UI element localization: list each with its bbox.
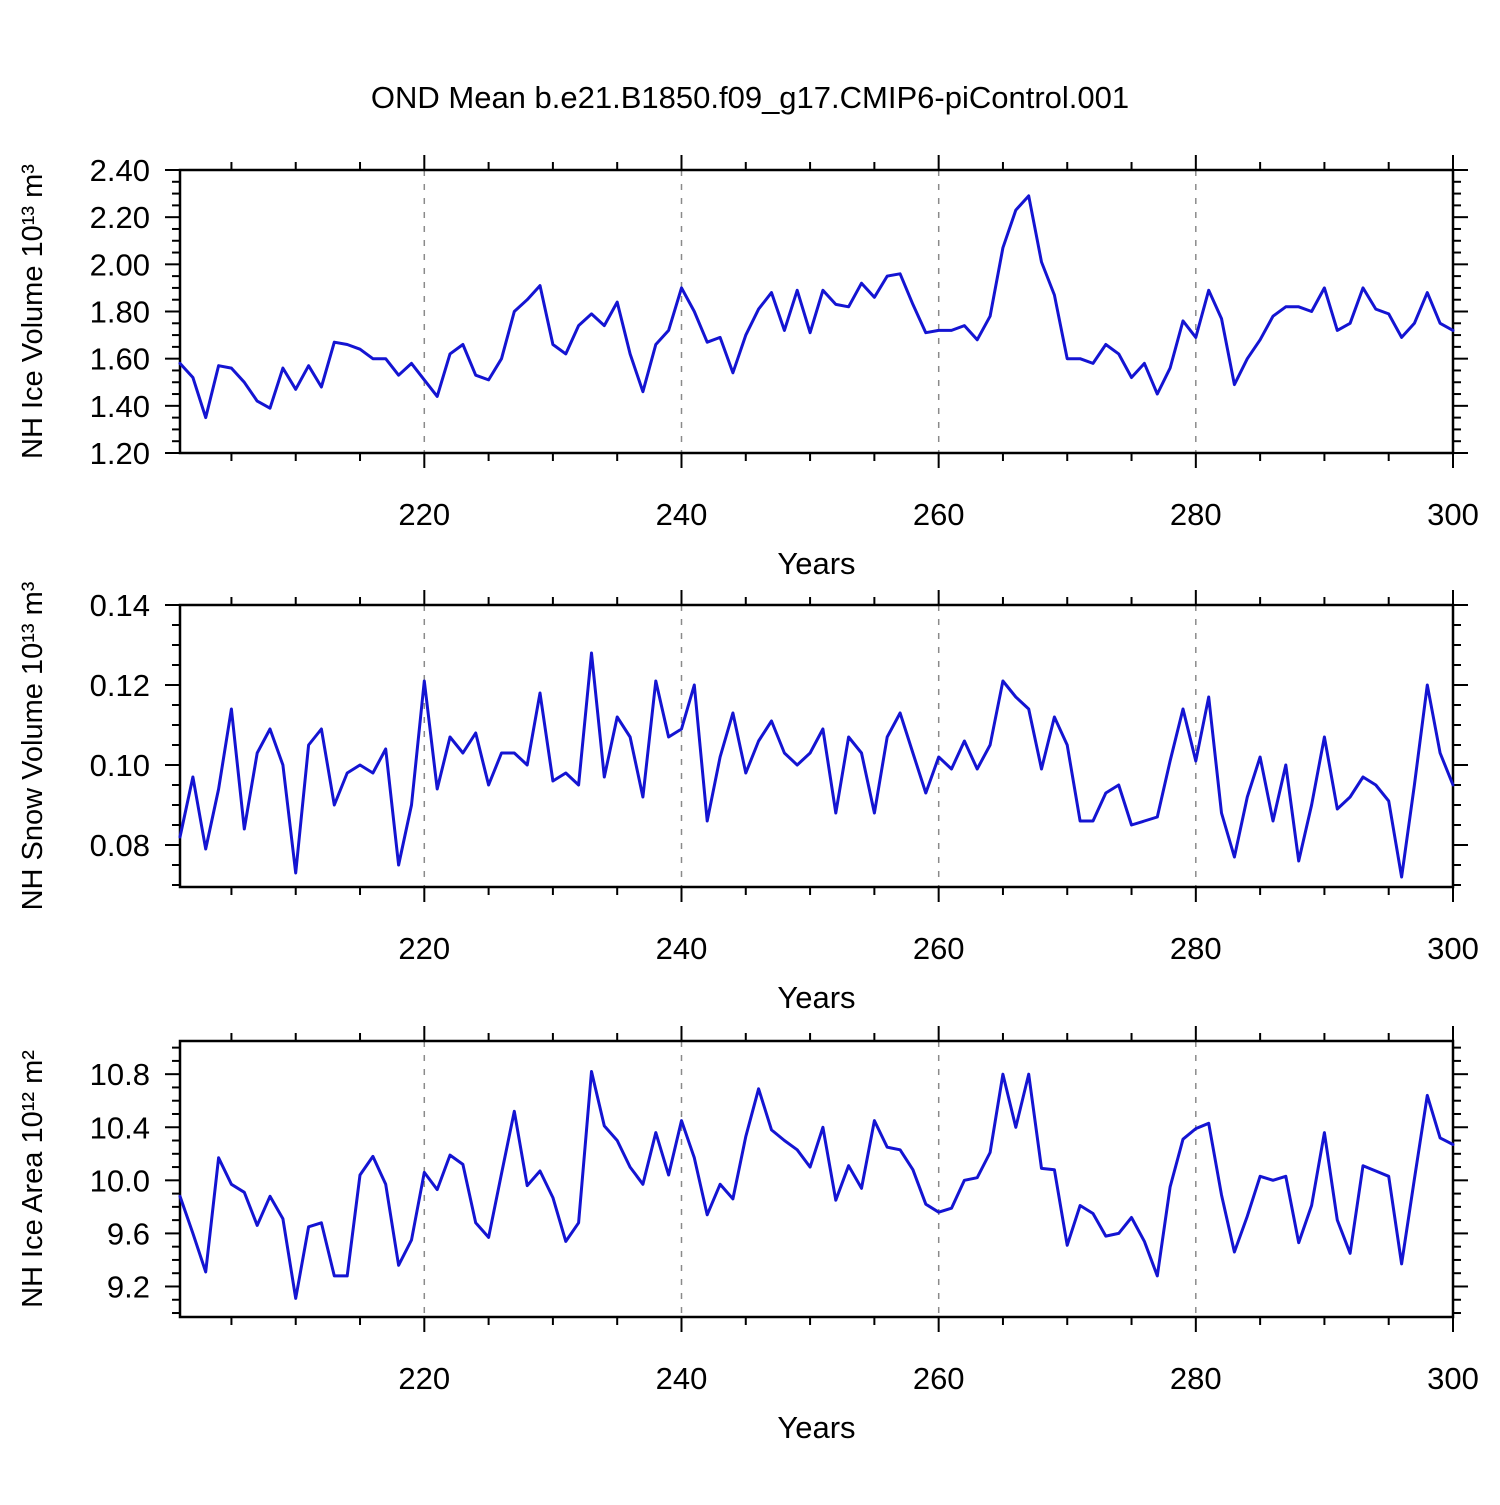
y-tick-label: 9.2 [107,1270,150,1305]
nh-ice-volume-line [178,194,1455,420]
x-tick-label: 260 [913,497,965,532]
plot-frame [178,1039,1455,1319]
x-axis-title: Years [777,980,855,1015]
y-axis-title: NH Ice Volume 10¹³ m³ [17,164,49,459]
y-tick-label: 1.40 [90,389,150,424]
y-tick-label: 0.08 [90,828,150,863]
y-tick-label: 0.14 [90,588,150,623]
x-tick-label: 260 [913,931,965,966]
x-axis-title: Years [777,1410,855,1445]
nh-ice-area-line [178,1070,1455,1300]
y-tick-label: 1.60 [90,342,150,377]
y-tick-label: 2.40 [90,153,150,188]
x-axis-title: Years [777,546,855,581]
x-tick-label: 220 [398,497,450,532]
y-tick-label: 10.4 [90,1110,150,1145]
y-axis-title: NH Snow Volume 10¹³ m³ [17,581,49,910]
x-tick-label: 280 [1170,1361,1222,1396]
y-tick-label: 0.12 [90,668,150,703]
y-tick-label: 9.6 [107,1216,150,1251]
panel-nh-ice-area: 9.2 9.6 10.0 10.4 10.8 220 240 260 280 300 Years NH… [17,1026,1479,1445]
y-tick-label: 10.0 [90,1163,150,1198]
nh-snow-volume-line [178,651,1455,879]
x-tick-label: 220 [398,1361,450,1396]
y-tick-label: 1.80 [90,295,150,330]
plot-frame [178,603,1455,889]
x-tick-label: 220 [398,931,450,966]
x-tick-label: 300 [1427,497,1479,532]
y-axis-title: NH Ice Area 10¹² m² [17,1050,49,1308]
x-tick-label: 280 [1170,931,1222,966]
y-tick-label: 1.20 [90,436,150,471]
x-tick-label: 300 [1427,1361,1479,1396]
chart-title: OND Mean b.e21.B1850.f09_g17.CMIP6-piCon… [371,80,1129,115]
y-tick-label: 10.8 [90,1057,150,1092]
x-tick-label: 240 [656,931,708,966]
x-tick-label: 300 [1427,931,1479,966]
y-tick-label: 2.00 [90,247,150,282]
x-tick-label: 240 [656,1361,708,1396]
x-tick-label: 260 [913,1361,965,1396]
y-tick-label: 0.10 [90,748,150,783]
panel-nh-snow-volume: 0.08 0.10 0.12 0.14 220 240 260 280 300 Years NH S… [17,581,1479,1015]
panel-nh-ice-volume: 1.20 1.40 1.60 1.80 2.00 2.20 2.40 220 240 260 280… [17,153,1479,581]
y-tick-label: 2.20 [90,200,150,235]
x-tick-label: 240 [656,497,708,532]
x-tick-label: 280 [1170,497,1222,532]
